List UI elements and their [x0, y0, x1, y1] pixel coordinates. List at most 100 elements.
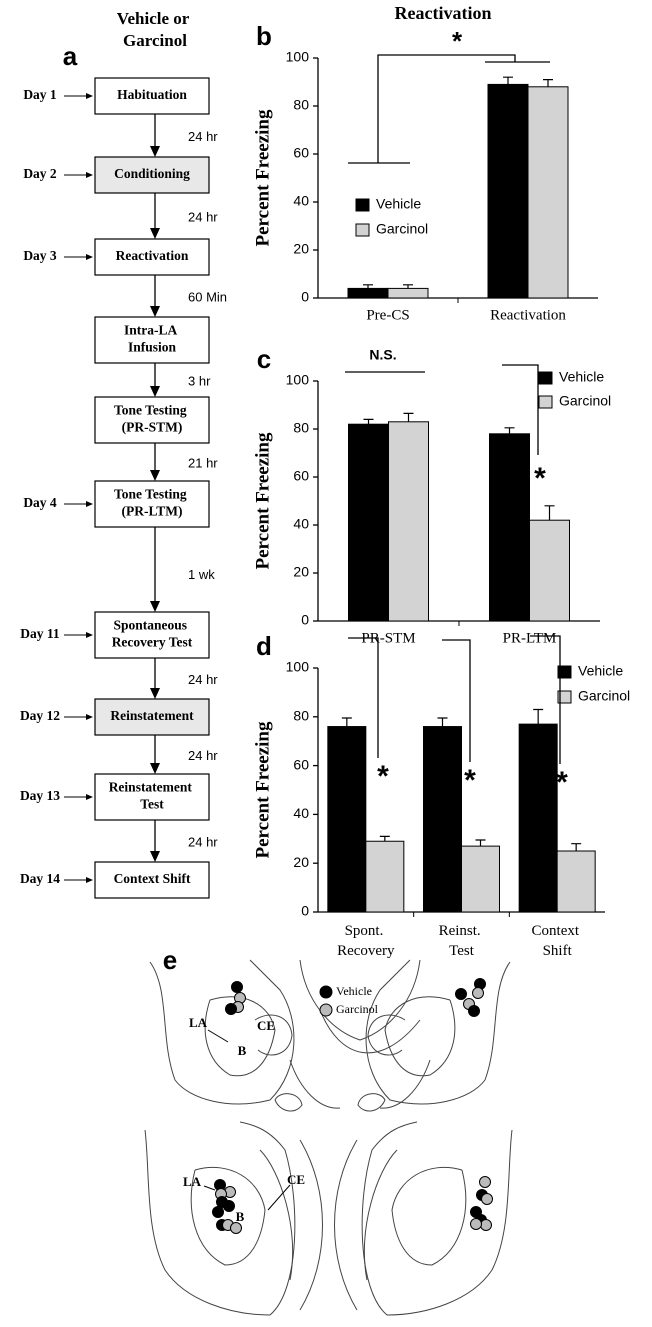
- flow-box: [94, 698, 210, 736]
- legend-label: Garcinol: [376, 221, 428, 237]
- y-tick-label: 60: [293, 468, 309, 484]
- bracket: [377, 54, 516, 163]
- interval-label: 24 hr: [188, 209, 218, 224]
- day-label: Day 4: [23, 495, 57, 510]
- legend-dot: [319, 985, 333, 999]
- bar: [348, 423, 389, 622]
- x-tick-label: Context Shift: [532, 923, 583, 959]
- legend-label: Garcinol: [336, 1002, 379, 1016]
- flow-step: Habituation: [117, 87, 187, 102]
- y-tick-label: 0: [301, 289, 309, 305]
- day-label: Day 12: [20, 708, 60, 723]
- arrow-head: [150, 228, 160, 239]
- legend-label: Vehicle: [336, 984, 372, 998]
- y-tick-label: 80: [293, 420, 309, 436]
- arrow-head: [86, 172, 93, 178]
- x-tick-label: Pre-CS: [366, 307, 409, 323]
- error-bar: [341, 717, 352, 727]
- flow-step: Reinstatement Test: [109, 780, 196, 812]
- cannula-dot: [231, 981, 243, 993]
- x-tick-label: Reactivation: [490, 307, 566, 323]
- y-tick-label: 100: [286, 49, 310, 65]
- interval-label: 21 hr: [188, 455, 218, 470]
- pointer: [203, 1185, 216, 1191]
- y-tick-label: 80: [293, 97, 309, 113]
- arrow-head: [86, 877, 93, 883]
- flow-step: Tone Testing (PR-STM): [114, 403, 190, 435]
- error-bar: [543, 79, 553, 87]
- legend-swatch: [538, 395, 553, 409]
- flow-step: Tone Testing (PR-LTM): [114, 487, 190, 519]
- cannula-dot: [470, 1218, 482, 1230]
- cannula-dot: [212, 1206, 224, 1218]
- arrow-head: [150, 688, 160, 699]
- region-label: LA: [189, 1015, 208, 1030]
- cannula-dot: [455, 988, 467, 1000]
- bar: [489, 433, 530, 622]
- legend-label: Garcinol: [578, 688, 630, 704]
- error-bar: [571, 843, 582, 851]
- legend-swatch: [557, 690, 572, 704]
- flow-box: [94, 861, 210, 899]
- interval-label: 24 hr: [188, 129, 218, 144]
- day-label: Day 2: [23, 166, 57, 181]
- arrow-head: [86, 632, 93, 638]
- chart-title: Reactivation: [395, 3, 492, 23]
- arrow-head: [150, 470, 160, 481]
- arrow-head: [86, 714, 93, 720]
- bar: [556, 850, 596, 913]
- interval-label: 60 Min: [188, 289, 227, 304]
- x-tick-label: PR-STM: [361, 630, 415, 646]
- y-tick-label: 100: [286, 372, 310, 388]
- flow-step: Conditioning: [114, 166, 190, 181]
- y-tick-label: 20: [293, 854, 309, 870]
- region-label: CE: [257, 1018, 275, 1033]
- bracket: [530, 635, 561, 764]
- region-label: CE: [287, 1172, 305, 1187]
- error-bar: [403, 284, 413, 289]
- error-bar: [533, 708, 544, 725]
- cannula-dot: [480, 1219, 492, 1231]
- x-tick-label: Reinst. Test: [439, 923, 485, 959]
- annotation: *: [452, 26, 463, 56]
- flow-step: Spontaneous Recovery Test: [112, 618, 193, 650]
- day-label: Day 1: [23, 87, 57, 102]
- error-bar: [503, 76, 513, 85]
- flow-box: [94, 480, 210, 528]
- bracket: [348, 637, 379, 758]
- arrow-head: [86, 501, 93, 507]
- bar: [388, 421, 429, 622]
- arrow-head: [150, 306, 160, 317]
- bar: [327, 726, 367, 913]
- panel-label: c: [257, 344, 271, 374]
- error-bar: [363, 418, 374, 425]
- cannula-dot: [468, 1005, 480, 1017]
- bar: [347, 287, 389, 299]
- day-label: Day 13: [20, 788, 60, 803]
- cannula-dot: [481, 1193, 493, 1205]
- bracket: [442, 639, 471, 762]
- panel-label: b: [256, 21, 272, 51]
- error-bar: [363, 284, 373, 289]
- legend-swatch: [355, 223, 370, 237]
- legend-dot: [319, 1003, 333, 1017]
- error-bar: [403, 412, 414, 422]
- interval-label: 1 wk: [188, 567, 215, 582]
- flow-box: [94, 156, 210, 194]
- day-label: Day 14: [20, 871, 60, 886]
- cannula-dot: [223, 1200, 235, 1212]
- bracket: [502, 364, 539, 455]
- legend-swatch: [538, 371, 553, 385]
- cannula-dot: [230, 1222, 242, 1234]
- arrow-head: [150, 851, 160, 862]
- annotation: N.S.: [369, 347, 396, 363]
- flow-step: Context Shift: [114, 871, 191, 886]
- y-tick-label: 0: [301, 612, 309, 628]
- y-tick-label: 80: [293, 708, 309, 724]
- arrow-head: [150, 146, 160, 157]
- interval-label: 24 hr: [188, 748, 218, 763]
- annotation: *: [464, 764, 476, 797]
- bar: [527, 86, 569, 299]
- pointer: [267, 1184, 291, 1211]
